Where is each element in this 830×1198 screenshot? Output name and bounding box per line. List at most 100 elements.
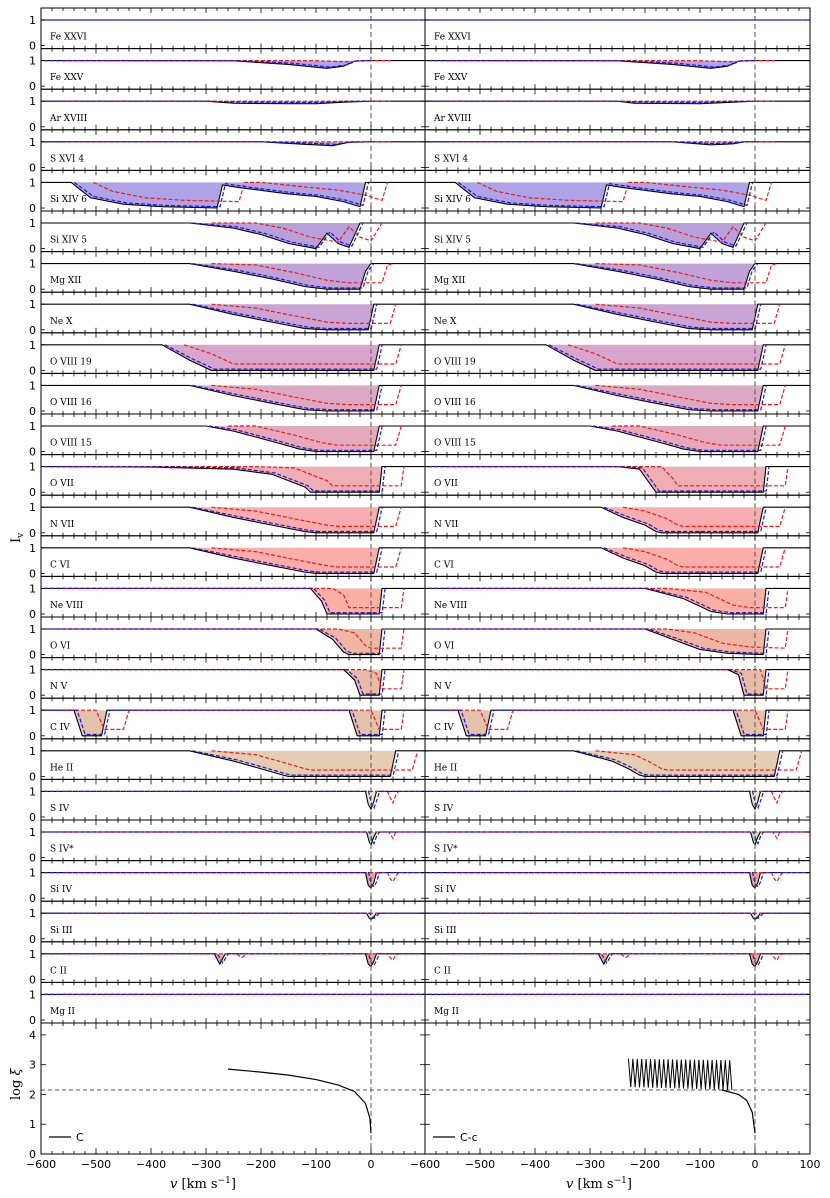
red-dashed-line (595, 263, 778, 284)
absorption-fill (206, 426, 380, 452)
profile-line (41, 466, 425, 493)
absorption-fill (601, 547, 764, 574)
panel-plot (41, 170, 425, 211)
x-tick-label: −300 (575, 1158, 605, 1171)
ion-panel: C IV (424, 697, 811, 740)
red-dashed-line (447, 872, 810, 883)
x-tick-label: −500 (81, 1158, 111, 1171)
absorption-fill (189, 547, 380, 574)
ion-panel: O VIII 19 (424, 332, 811, 374)
ion-label: O VIII 19 (434, 357, 476, 367)
y-tick-label: 1 (29, 258, 36, 271)
panel-plot (41, 292, 425, 333)
ion-label: Mg XII (50, 276, 82, 286)
y-tick-label: 0 (29, 324, 36, 337)
panel-plot (425, 617, 810, 658)
y-tick-label: 1 (29, 176, 36, 189)
ion-label: S IV* (50, 845, 74, 855)
blue-dashed-line (44, 60, 374, 68)
red-dashed-line (211, 547, 402, 568)
ion-label: Ne VIII (50, 601, 84, 611)
panel-plot (425, 901, 810, 942)
y-tick-label: 0 (29, 770, 36, 783)
panel-plot (425, 860, 810, 902)
ion-label: C VI (50, 560, 70, 570)
ion-panel: Mg XII (424, 251, 811, 293)
panel-plot (425, 251, 810, 293)
profile-line (425, 872, 810, 889)
blue-dashed-line (73, 181, 370, 208)
red-dashed-line (63, 831, 425, 840)
blue-dashed-line (576, 384, 767, 411)
profile-line (41, 425, 425, 453)
y-tick-label: 0 (29, 364, 36, 377)
ion-label: O VIII 15 (434, 439, 476, 449)
y-tick-label: 0 (29, 405, 36, 418)
x-tick-label: −200 (246, 1158, 276, 1171)
ion-panel: 0 1 Mg II (29, 981, 426, 1027)
panel-plot (41, 129, 425, 171)
y-tick-label: 1 (29, 785, 36, 798)
x-tick-label: 0 (752, 1158, 759, 1171)
y-tick-label: 0 (29, 1148, 36, 1161)
panel-frame (40, 88, 426, 131)
y-tick-label: 0 (29, 527, 36, 540)
y-tick-label: 1 (29, 379, 36, 392)
ion-label: O VII (50, 479, 74, 489)
profile-line (41, 912, 425, 921)
panel-plot (425, 8, 810, 49)
profile-line (425, 587, 810, 615)
panel-plot (41, 820, 425, 861)
x-tick-label: −500 (465, 1158, 495, 1171)
panel-plot (425, 779, 810, 820)
panel-plot (41, 454, 425, 496)
panel-plot (41, 89, 425, 130)
ion-label: S XVI 4 (50, 154, 84, 164)
profile-line (425, 790, 810, 811)
ion-label: O VIII 16 (50, 398, 92, 408)
y-tick-label: 1 (29, 217, 36, 230)
profile-line (41, 790, 425, 811)
blue-dashed-line (44, 669, 386, 695)
ion-label: Ar XVIII (433, 114, 472, 124)
ion-label: N VII (434, 520, 459, 530)
panel-frame (424, 88, 811, 131)
blue-dashed-line (44, 912, 425, 920)
panel-plot (41, 535, 425, 577)
ion-label: Si XIV 6 (50, 195, 87, 205)
y-tick-label: 0 (29, 649, 36, 662)
ion-panel: 0 1 C IV (29, 697, 426, 743)
y-tick-label: 0 (29, 852, 36, 865)
x-tick-label: 100 (800, 1158, 821, 1171)
absorption-fill (425, 588, 766, 614)
y-tick-label: 1 (29, 1118, 36, 1131)
y-tick-label: 1 (29, 582, 36, 595)
panel-plot (41, 779, 425, 820)
ion-label: Si III (434, 926, 457, 936)
ion-panel: 0 1 Si XIV 5 (29, 210, 426, 256)
panel-frame (424, 210, 811, 253)
ion-label: N VII (50, 520, 75, 530)
panel-plot (41, 373, 425, 414)
profile-line (41, 181, 425, 209)
ion-panel: 0 1 N VII (29, 494, 426, 540)
profile-line (425, 831, 810, 847)
ion-label: O VII (434, 479, 458, 489)
ion-label: Si XIV 5 (50, 236, 87, 246)
ion-label: Fe XXV (434, 73, 468, 83)
blue-dashed-line (576, 263, 759, 289)
ion-panel: He II (424, 738, 811, 780)
y-tick-label: 0 (29, 243, 36, 256)
panel-plot (425, 982, 810, 1023)
panel-plot (425, 414, 810, 455)
absorption-fill (546, 344, 764, 371)
profile-line (425, 344, 810, 371)
absorption-fill (41, 629, 382, 655)
absorption-fill (425, 141, 755, 145)
blue-dashed-line (428, 466, 770, 492)
ion-panel: 0 1 C II (29, 941, 426, 986)
panel-plot (41, 495, 425, 536)
ion-panel: Fe XXVI (424, 7, 811, 50)
profile-line (425, 425, 810, 453)
profile-line (41, 872, 425, 889)
